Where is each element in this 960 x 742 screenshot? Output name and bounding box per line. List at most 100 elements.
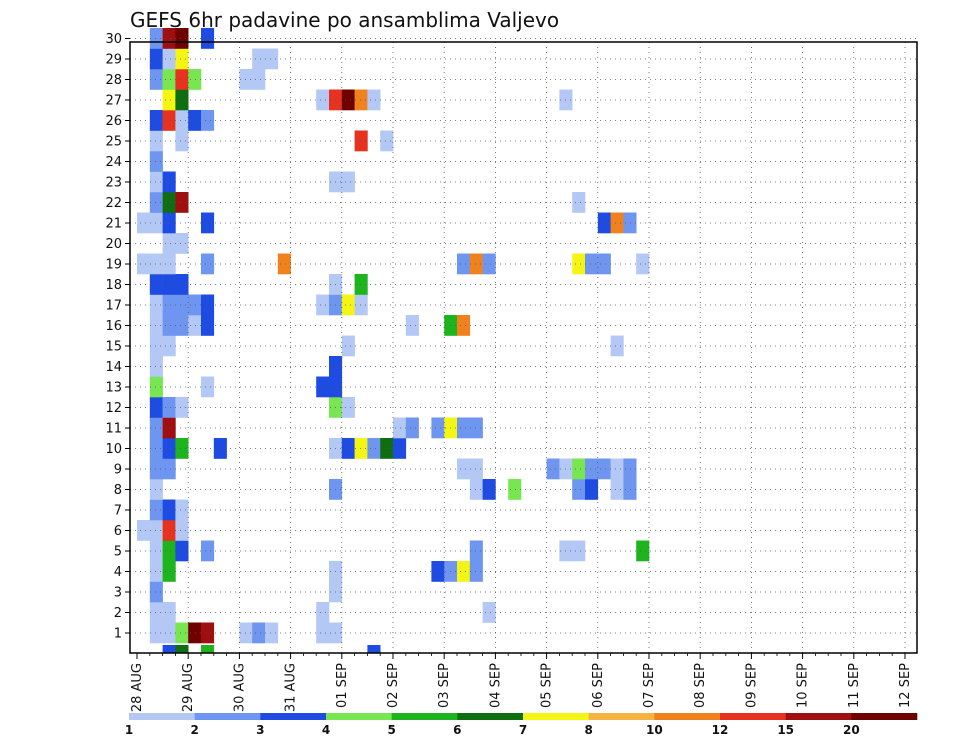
colorbar-segment: [391, 713, 458, 720]
y-tick-label: 30: [105, 32, 122, 47]
y-tick-label: 29: [105, 53, 122, 68]
heatmap-cell: [585, 253, 599, 275]
y-axis-ticks: 1234567891011121314151617181920212223242…: [105, 32, 130, 642]
y-tick-label: 12: [105, 401, 122, 416]
heatmap-cell: [457, 417, 471, 439]
heatmap-cell: [175, 520, 189, 541]
colorbar-label: 4: [322, 723, 330, 737]
heatmap-cell: [482, 479, 496, 500]
colorbar-label: 8: [584, 723, 592, 737]
heatmap-cell: [380, 130, 394, 152]
heatmap-cell: [201, 212, 215, 234]
heatmap-cell: [457, 458, 471, 480]
heatmap-cell: [316, 89, 330, 111]
y-tick-label: 17: [105, 299, 122, 314]
heatmap-cell: [252, 622, 266, 644]
heatmap-cell: [201, 622, 215, 644]
colorbar-segment: [194, 713, 261, 720]
heatmap-cell: [137, 253, 151, 275]
heatmap-cell: [405, 417, 419, 439]
y-tick-label: 28: [105, 73, 122, 88]
heatmap-cell: [162, 458, 176, 480]
x-tick-label: 03 SEP: [437, 663, 452, 708]
heatmap-cell: [162, 622, 176, 644]
heatmap-cell: [610, 212, 624, 234]
heatmap-cell: [431, 561, 445, 582]
x-tick-label: 11 SEP: [847, 663, 862, 708]
heatmap-cell: [341, 335, 355, 357]
heatmap-cell: [149, 479, 163, 500]
x-tick-label: 10 SEP: [796, 663, 811, 708]
heatmap-cell: [162, 171, 176, 193]
heatmap-cell: [188, 622, 202, 644]
heatmap-cell: [149, 48, 163, 70]
heatmap-cell: [149, 212, 163, 234]
heatmap-cell: [265, 48, 279, 70]
x-tick-label: 02 SEP: [386, 663, 401, 708]
heatmap-cell: [175, 28, 189, 49]
x-tick-label: 08 SEP: [693, 663, 708, 708]
heatmap-cell: [149, 356, 163, 377]
heatmap-cell: [149, 520, 163, 541]
heatmap-cell: [354, 294, 368, 316]
heatmap-cell: [149, 602, 163, 623]
heatmap-cell: [175, 397, 189, 418]
heatmap-cell: [149, 622, 163, 644]
heatmap-cell: [162, 48, 176, 70]
heatmap-cell: [149, 581, 163, 603]
heatmap-cell: [188, 294, 202, 316]
colorbar-segment: [654, 713, 721, 720]
heatmap-cell: [572, 253, 586, 275]
heatmap-cell: [393, 438, 407, 459]
heatmap-cell: [201, 253, 215, 275]
heatmap-cell: [597, 253, 611, 275]
heatmap-cell: [162, 540, 176, 562]
y-tick-label: 20: [105, 237, 122, 252]
heatmap-cell: [175, 438, 189, 459]
heatmap-cell: [354, 130, 368, 152]
heatmap-cell: [149, 376, 163, 398]
heatmap-cell: [149, 171, 163, 193]
heatmap-cell: [585, 458, 599, 480]
y-tick-label: 26: [105, 114, 122, 129]
heatmap-cell: [149, 253, 163, 275]
heatmap-cell: [201, 315, 215, 336]
heatmap-cell: [149, 315, 163, 336]
colorbar-segment: [720, 713, 786, 720]
y-tick-label: 22: [105, 196, 122, 211]
heatmap-cell: [162, 602, 176, 623]
x-tick-label: 06 SEP: [591, 663, 606, 708]
colorbar-label: 12: [712, 723, 729, 737]
y-tick-label: 3: [114, 586, 122, 601]
heatmap-cell: [380, 438, 394, 459]
heatmap-cell: [482, 253, 496, 275]
heatmap-cell: [175, 645, 189, 654]
colorbar-segment: [457, 713, 524, 720]
heatmap-cell: [175, 233, 189, 254]
heatmap-cell: [393, 417, 407, 439]
heatmap-cell: [316, 602, 330, 623]
heatmap-cell: [162, 294, 176, 316]
heatmap-cell: [572, 479, 586, 500]
colorbar-segment: [129, 713, 195, 720]
heatmap-cell: [201, 540, 215, 562]
heatmap-cell: [162, 645, 176, 654]
heatmap-cell: [482, 602, 496, 623]
colorbar-label: 7: [519, 723, 527, 737]
heatmap-cell: [469, 561, 483, 582]
heatmap-cell: [277, 253, 291, 275]
y-tick-label: 4: [114, 565, 122, 580]
heatmap-cell: [610, 335, 624, 357]
heatmap-cell: [162, 561, 176, 582]
heatmap-cell: [188, 315, 202, 336]
heatmap-cell: [316, 622, 330, 644]
colorbar-segment: [326, 713, 392, 720]
colorbar-label: 1: [125, 723, 133, 737]
x-tick-label: 07 SEP: [642, 663, 657, 708]
heatmap-cell: [162, 438, 176, 459]
heatmap-cell: [405, 315, 419, 336]
heatmap-cell: [162, 520, 176, 541]
heatmap-cell: [137, 520, 151, 541]
heatmap-cell: [636, 253, 650, 275]
y-tick-label: 1: [114, 627, 122, 642]
